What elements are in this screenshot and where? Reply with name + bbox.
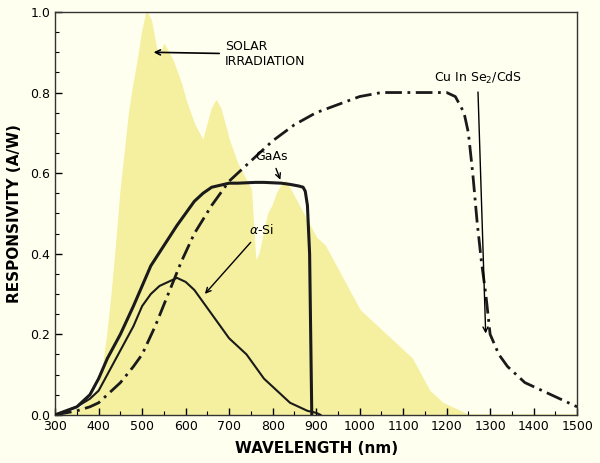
Y-axis label: RESPONSIVITY (A/W): RESPONSIVITY (A/W) (7, 124, 22, 303)
Text: GaAs: GaAs (255, 150, 288, 178)
X-axis label: WAVELENGTH (nm): WAVELENGTH (nm) (235, 441, 398, 456)
Text: SOLAR
IRRADIATION: SOLAR IRRADIATION (155, 40, 305, 68)
Text: $\alpha$-Si: $\alpha$-Si (206, 224, 274, 293)
Text: Cu In Se$_2$/CdS: Cu In Se$_2$/CdS (434, 70, 521, 332)
